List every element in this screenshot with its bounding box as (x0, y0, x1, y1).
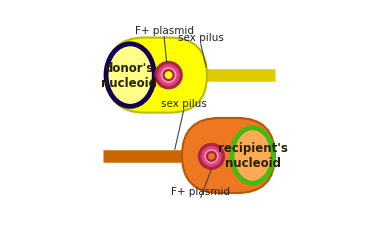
Circle shape (203, 148, 220, 165)
Circle shape (207, 152, 216, 161)
Text: F+ plasmid: F+ plasmid (135, 26, 194, 36)
Circle shape (163, 71, 173, 81)
Circle shape (159, 67, 178, 85)
Text: donor's
nucleoid: donor's nucleoid (101, 62, 157, 90)
Circle shape (156, 63, 182, 88)
Circle shape (199, 145, 224, 169)
Text: sex pilus: sex pilus (178, 33, 224, 43)
Ellipse shape (106, 45, 154, 107)
Text: recipient's
nucleoid: recipient's nucleoid (218, 142, 287, 170)
Text: F+ plasmid: F+ plasmid (171, 186, 230, 196)
FancyBboxPatch shape (182, 119, 275, 193)
Ellipse shape (232, 128, 273, 183)
FancyBboxPatch shape (107, 38, 207, 113)
Text: sex pilus: sex pilus (161, 99, 207, 109)
